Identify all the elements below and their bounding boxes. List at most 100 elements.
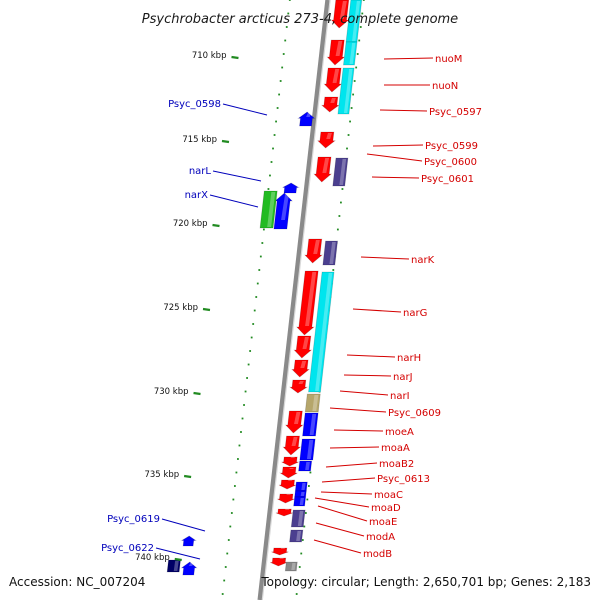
inner-guide-dot — [301, 539, 304, 541]
outer-guide-dot — [241, 417, 244, 420]
forward-cds-18 — [275, 507, 293, 517]
outer-guide-dot — [269, 174, 271, 177]
outer-guide-dot — [270, 161, 273, 163]
reverse-cds-1-sheen — [306, 113, 312, 117]
inner-guide-dot — [358, 39, 361, 42]
forward-cds-13 — [282, 435, 302, 456]
forward-cds-4-edge — [320, 96, 341, 113]
gene-label-moaB2: moaB2 — [379, 459, 414, 470]
forward-cds-15-sheen — [288, 468, 295, 469]
gene-label-Psyc_0609: Psyc_0609 — [388, 408, 441, 419]
forward-cds-3-body — [324, 68, 342, 92]
outer-guide-dot — [226, 552, 229, 555]
leader-line-moaA — [329, 446, 380, 449]
outer-guide-dot — [262, 228, 265, 231]
leader-line-nuoM — [383, 57, 434, 60]
accession-text: Accession: NC_007204 — [9, 575, 145, 589]
gene-label-narL: narL — [189, 166, 212, 177]
leader-line-moaB2 — [325, 462, 378, 468]
function-block-14-sheen — [297, 511, 304, 526]
outer-guide-dot — [237, 458, 239, 460]
function-block-9-body — [299, 439, 316, 460]
genome-title: Psychrobacter arcticus 273-4, complete g… — [142, 12, 458, 27]
forward-cds-19-edge — [271, 547, 289, 556]
leader-line-Psyc_0597 — [379, 109, 428, 112]
forward-cds-20 — [270, 557, 288, 567]
gene-label-nuoM: nuoM — [435, 54, 462, 65]
forward-cds-5-sheen — [326, 133, 332, 139]
gene-label-Psyc_0600: Psyc_0600 — [424, 157, 477, 168]
function-block-13-body — [293, 497, 306, 506]
forward-cds-2 — [326, 39, 346, 66]
inner-guide-dot — [309, 471, 312, 474]
forward-cds-13-sheen — [291, 437, 298, 446]
function-block-1-sheen — [352, 1, 361, 41]
outer-guide-dot — [255, 296, 258, 298]
function-block-5-sheen — [339, 159, 347, 185]
reverse-cds-1-edge — [297, 111, 316, 127]
inner-guide-dot — [353, 80, 356, 82]
inner-guide-dot — [349, 120, 351, 123]
outer-guide-dot — [235, 471, 238, 474]
function-block-13-sheen — [299, 498, 304, 505]
function-block-4-sheen — [315, 273, 333, 391]
inner-guide-dot — [332, 269, 335, 271]
forward-cds-14-sheen — [290, 457, 296, 458]
scale-tick-label: 715 kbp — [182, 135, 217, 145]
forward-cds-10-sheen — [300, 361, 307, 368]
forward-cds-8-body — [296, 271, 319, 335]
forward-cds-18-sheen — [284, 507, 290, 510]
gene-label-narX: narX — [185, 190, 209, 201]
forward-cds-7-body — [304, 239, 322, 263]
function-block-11-body — [295, 482, 308, 491]
forward-cds-16-body — [279, 480, 297, 489]
forward-cds-17-sheen — [286, 494, 292, 495]
outer-guide-dot — [288, 0, 291, 1]
reverse-cds-6-edge — [180, 561, 198, 576]
outer-guide-dot — [267, 188, 270, 190]
reverse-cds-6 — [180, 561, 198, 576]
function-block-2-sheen — [349, 43, 356, 64]
function-block-6-sheen — [329, 242, 336, 264]
outer-guide-dot — [272, 147, 274, 150]
reverse-cds-5-body — [181, 536, 196, 546]
forward-cds-16-edge — [278, 479, 297, 490]
function-block-9-sheen — [306, 440, 314, 459]
inner-guide-dot — [338, 215, 341, 217]
inner-guide-dot — [356, 53, 359, 55]
outer-guide-dot — [244, 390, 247, 393]
function-block-2 — [343, 41, 358, 66]
function-block-3-edge — [337, 67, 355, 115]
outer-guide-dot — [256, 282, 259, 285]
gene-label-narG: narG — [403, 308, 427, 319]
function-block-10-sheen — [305, 462, 310, 470]
forward-cds-17-edge — [277, 493, 295, 504]
forward-cds-1-sheen — [339, 1, 347, 19]
forward-cds-9-sheen — [302, 337, 309, 349]
leader-line-Psyc_0601 — [371, 176, 420, 179]
scale-tick-mark — [174, 557, 182, 562]
outer-guide-dot — [250, 336, 253, 339]
reverse-cds-7-body — [167, 560, 181, 572]
function-block-16-body — [285, 562, 298, 571]
scale-tick-label: 740 kbp — [135, 553, 170, 563]
forward-cds-11 — [288, 379, 309, 394]
inner-guide-dot — [362, 0, 365, 1]
forward-cds-10 — [291, 359, 311, 378]
forward-cds-17-body — [277, 494, 295, 503]
forward-cds-12-edge — [284, 410, 304, 434]
forward-cds-18-edge — [275, 508, 293, 517]
reverse-cds-2-edge — [282, 182, 301, 194]
outer-guide-dot — [276, 107, 279, 109]
function-block-15-body — [289, 530, 303, 542]
forward-cds-4 — [320, 96, 341, 113]
reverse-cds-3-sheen — [281, 194, 290, 220]
forward-cds-9-body — [294, 336, 312, 358]
leader-line-moeA — [333, 429, 384, 432]
gene-labels: nuoM nuoN Psyc_0597 Psyc_0599 Psyc_0600 Psyc_… — [101, 54, 482, 560]
inner-guide-dot — [359, 26, 362, 28]
function-block-8-sheen — [309, 414, 317, 435]
forward-cds-7-edge — [304, 238, 324, 264]
